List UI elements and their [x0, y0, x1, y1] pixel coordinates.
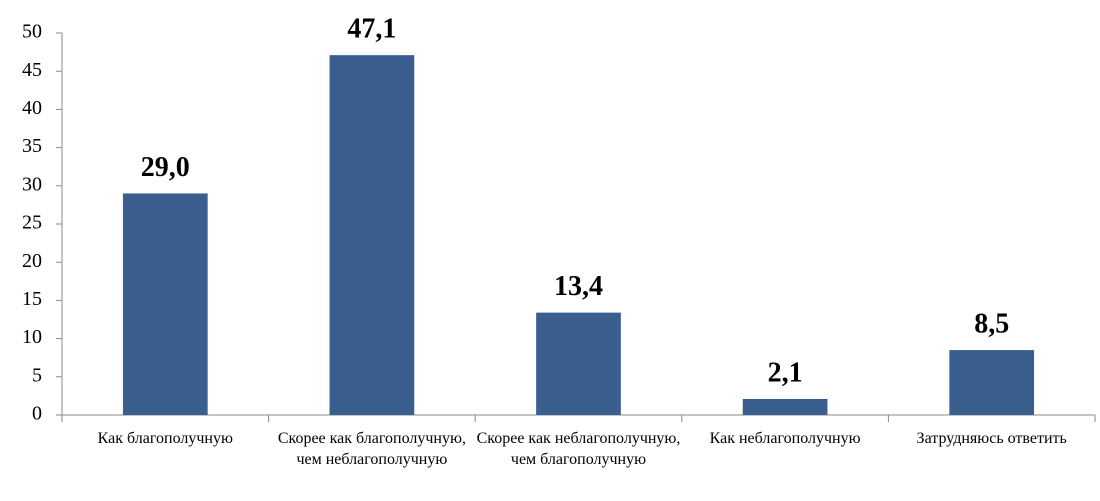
value-label: 47,1: [347, 14, 396, 45]
y-tick-label: 35: [22, 135, 42, 157]
y-tick-label: 15: [22, 288, 42, 310]
y-tick-label: 25: [22, 212, 42, 234]
y-tick-label: 50: [22, 21, 42, 43]
x-tick-label: Как благополучную: [97, 430, 233, 447]
bar: [742, 398, 828, 415]
bar: [949, 350, 1035, 415]
value-label: 29,0: [141, 152, 190, 183]
y-tick-label: 30: [22, 173, 42, 195]
bar: [536, 312, 621, 415]
x-tick-label: Затрудняюсь ответить: [916, 430, 1067, 447]
bar: [122, 193, 208, 415]
y-tick-label: 20: [22, 250, 42, 272]
value-label: 8,5: [974, 308, 1009, 339]
y-tick-label: 5: [32, 364, 42, 386]
bar: [329, 55, 415, 415]
x-tick-label: Скорее как неблагополучную, чем благопол…: [476, 430, 681, 468]
y-tick-label: 0: [32, 403, 42, 425]
value-label: 13,4: [554, 271, 603, 302]
x-tick-label: Как неблагополучную: [709, 430, 861, 447]
x-tick-label: Скорее как благополучную, чем неблагопол…: [277, 430, 466, 468]
y-tick-label: 10: [22, 326, 42, 348]
y-tick-label: 40: [22, 97, 42, 119]
y-tick-label: 45: [22, 59, 42, 81]
value-label: 2,1: [768, 357, 803, 388]
